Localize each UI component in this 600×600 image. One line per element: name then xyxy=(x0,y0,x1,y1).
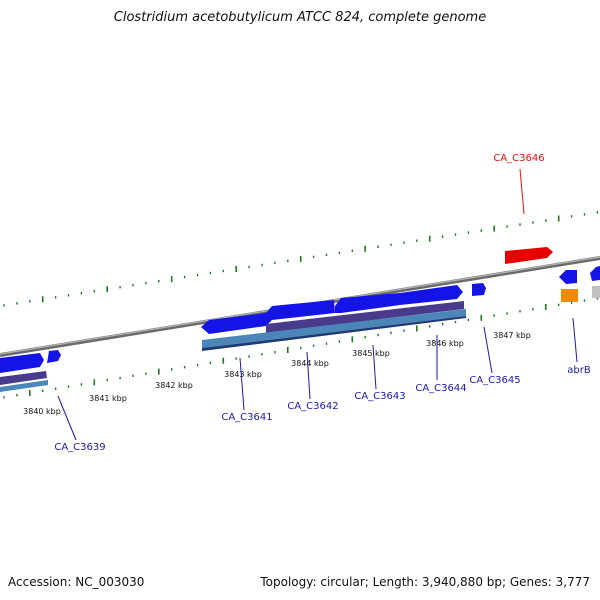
gene-label[interactable]: CA_C3642 xyxy=(287,401,338,412)
gene-arrow[interactable] xyxy=(335,293,400,313)
scale-label: 3842 kbp xyxy=(155,381,193,390)
gene-box[interactable] xyxy=(592,286,600,298)
scale-label: 3845 kbp xyxy=(352,349,390,358)
label-leader-line xyxy=(372,344,377,390)
gene-bar[interactable] xyxy=(0,371,47,385)
scale-label: 3846 kbp xyxy=(426,339,464,348)
gene-arrow[interactable] xyxy=(472,283,486,296)
gene-bar[interactable] xyxy=(202,316,466,351)
label-leader-line xyxy=(572,317,578,363)
gene-features xyxy=(0,247,600,392)
accession-text: Accession: NC_003030 xyxy=(8,575,145,589)
gene-box-abrB[interactable] xyxy=(561,289,578,302)
gene-bar[interactable] xyxy=(202,309,466,348)
gene-arrow[interactable] xyxy=(47,350,61,363)
gene-arrow[interactable] xyxy=(266,300,335,326)
label-leader-line xyxy=(57,395,77,441)
gene-label[interactable]: CA_C3644 xyxy=(415,383,466,394)
gene-arrow[interactable] xyxy=(559,270,577,284)
scale-label: 3847 kbp xyxy=(493,331,531,340)
scale-label: 3843 kbp xyxy=(224,370,262,379)
gene-arrow[interactable] xyxy=(400,285,463,305)
genome-summary-text: Topology: circular; Length: 3,940,880 bp… xyxy=(260,575,590,589)
gene-bar[interactable] xyxy=(0,380,48,392)
map-title: Clostridium acetobutylicum ATCC 824, com… xyxy=(113,10,487,25)
scale-label: 3841 kbp xyxy=(89,394,127,403)
gene-label[interactable]: CA_C3645 xyxy=(469,375,520,386)
gene-label[interactable]: CA_C3641 xyxy=(221,412,272,423)
gene-arrow-highlight[interactable] xyxy=(505,247,553,264)
gene-arrow[interactable] xyxy=(0,353,44,373)
scale-label: 3844 kbp xyxy=(291,359,329,368)
gene-label[interactable]: CA_C3643 xyxy=(354,391,405,402)
label-leaders xyxy=(57,168,578,441)
label-leader-line xyxy=(239,357,245,411)
label-leader-line xyxy=(519,168,525,215)
scale-label: 3840 kbp xyxy=(23,407,61,416)
label-leader-line xyxy=(483,326,493,374)
gene-labels: CA_C3639 CA_C3641 CA_C3642 CA_C3643 CA_C3644… xyxy=(54,153,590,453)
gene-bar[interactable] xyxy=(266,301,464,333)
gene-label[interactable]: CA_C3646 xyxy=(493,153,544,164)
label-leader-line xyxy=(306,351,311,400)
scale-labels: 3840 kbp 3841 kbp 3842 kbp 3843 kbp 3844 kbp… xyxy=(23,331,531,416)
gene-label[interactable]: abrB xyxy=(567,365,591,376)
gene-label[interactable]: CA_C3639 xyxy=(54,442,105,453)
gene-arrow[interactable] xyxy=(201,313,266,334)
outer-ticks xyxy=(3,211,599,307)
gene-arrow[interactable] xyxy=(590,266,600,281)
